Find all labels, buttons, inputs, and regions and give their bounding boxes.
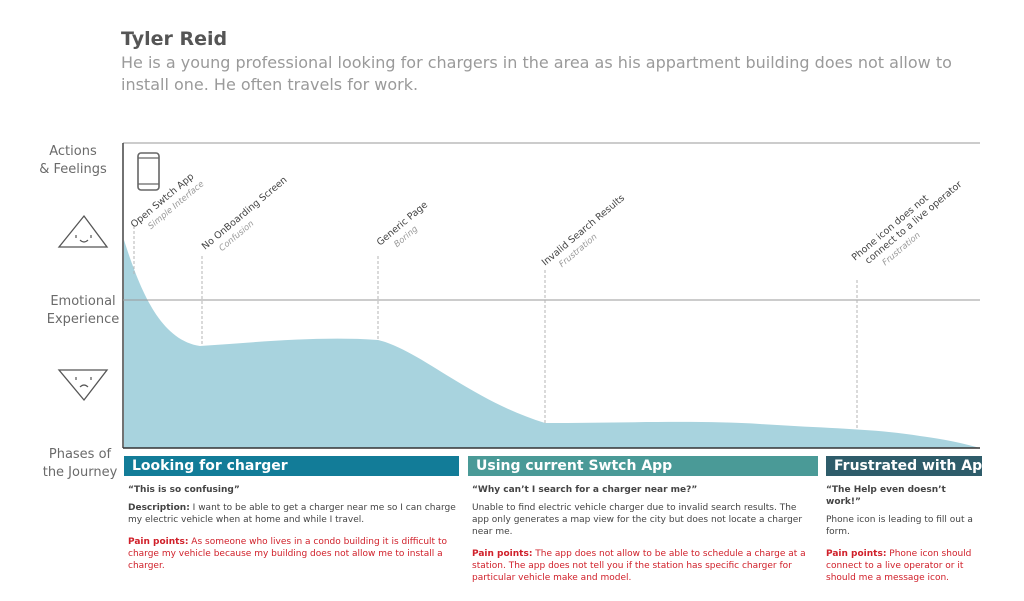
happy-face-icon [57, 214, 109, 248]
label-phases-line1: Phases of [48, 447, 112, 462]
touchpoint-4: Invalid Search Results Frustration [540, 193, 627, 270]
phase-quote: “This is so confusing” [128, 485, 240, 495]
phase-description: Unable to find electric vehicle charger … [472, 503, 803, 537]
phase-bar-looking: Looking for charger [124, 456, 459, 476]
label-emotional-experience: Emotional Experience [43, 293, 123, 329]
pain-points-text: As someone who lives in a condo building… [128, 537, 447, 571]
sad-face-icon [57, 369, 109, 402]
pain-points-label: Pain points: [472, 549, 533, 559]
pain-points-text: The app does not allow to be able to sch… [472, 549, 806, 583]
pain-points-text: Phone icon should connect to a live oper… [826, 549, 972, 583]
persona-description: He is a young professional looking for c… [121, 53, 952, 94]
phone-icon [137, 152, 160, 191]
pain-points-label: Pain points: [128, 537, 189, 547]
touchpoint-2: No OnBoarding Screen Confusion [200, 175, 290, 254]
touchpoint-4-action: Invalid Search Results [540, 193, 627, 269]
label-emotional-line2: Experience [46, 312, 120, 327]
label-actions-feelings: Actions & Feelings [33, 143, 113, 179]
phase-pain-points: Pain points: The app does not allow to b… [472, 548, 812, 584]
description-label: Description: [128, 503, 190, 513]
phase-details-using-app: “Why can’t I search for a charger near m… [472, 484, 812, 584]
phase-pain-points: Pain points: As someone who lives in a c… [128, 536, 463, 572]
label-actions-line2: & Feelings [39, 162, 107, 177]
phase-description: Phone icon is leading to fill out a form… [826, 515, 973, 537]
phase-bar-using-app: Using current Swtch App [468, 456, 818, 476]
label-emotional-line1: Emotional [50, 294, 116, 309]
phase-pain-points: Pain points: Phone icon should connect t… [826, 548, 976, 584]
label-actions-line1: Actions [49, 144, 97, 159]
touchpoint-2-action: No OnBoarding Screen [200, 175, 290, 253]
phase-bar-frustrated: Frustrated with App [826, 456, 982, 476]
phase-quote: “The Help even doesn’t work!” [826, 485, 946, 507]
label-phases-line2: the Journey [42, 465, 118, 480]
persona-name: Tyler Reid [121, 28, 228, 50]
phase-details-frustrated: “The Help even doesn’t work!” Phone icon… [826, 484, 976, 584]
description-text: I want to be able to get a charger near … [128, 503, 456, 525]
phase-description: Description: I want to be able to get a … [128, 502, 463, 526]
phase-details-looking: “This is so confusing” Description: I wa… [128, 484, 463, 572]
emotion-curve [124, 240, 980, 448]
label-phases-journey: Phases of the Journey [40, 446, 120, 482]
touchpoint-1: Open Swtch App Simple Interface [129, 171, 206, 232]
touchpoint-3: Generic Page Boring [375, 199, 430, 249]
phase-quote: “Why can’t I search for a charger near m… [472, 485, 698, 495]
pain-points-label: Pain points: [826, 549, 887, 559]
touchpoint-5-action-line2: connect to a live operator [863, 179, 964, 266]
touchpoint-5: Phone icon does not connect to a live op… [850, 179, 964, 268]
